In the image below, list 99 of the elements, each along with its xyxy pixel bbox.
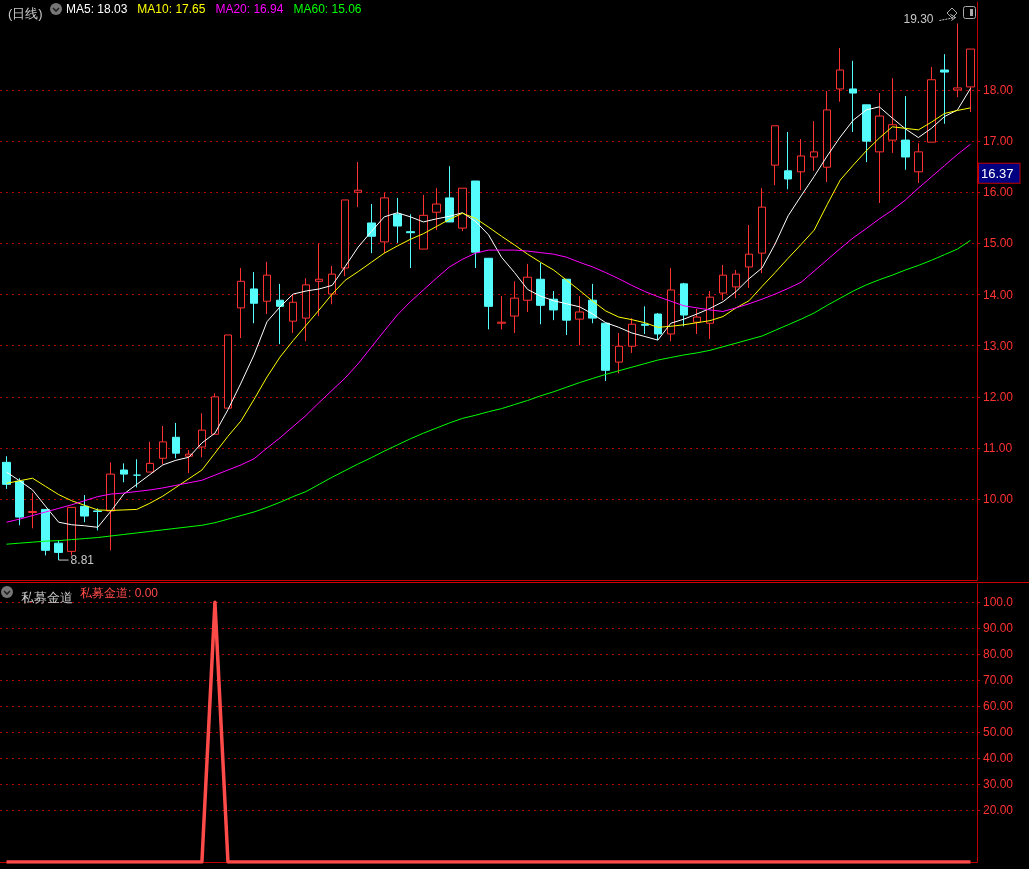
candlestick bbox=[888, 77, 897, 154]
candlestick bbox=[940, 53, 949, 125]
candlestick bbox=[237, 267, 245, 339]
candlestick bbox=[562, 278, 571, 336]
candlestick bbox=[836, 47, 844, 103]
y-tick-label: 17.00 bbox=[983, 134, 1014, 149]
candlestick bbox=[341, 199, 349, 277]
candlestick bbox=[927, 66, 936, 143]
candlestick bbox=[146, 441, 154, 473]
text: 私募金道 bbox=[21, 590, 73, 605]
text: 16.37 bbox=[981, 165, 1014, 181]
candlestick bbox=[667, 267, 675, 342]
candlestick bbox=[250, 271, 258, 324]
candlestick bbox=[120, 462, 128, 483]
candlestick bbox=[393, 197, 402, 244]
y-tick-label: 14.00 bbox=[983, 287, 1014, 302]
text: 私募金道: 0.00 bbox=[80, 586, 159, 600]
candlestick bbox=[211, 392, 219, 435]
candlestick bbox=[354, 161, 362, 208]
text: MA10: 17.65 bbox=[137, 2, 206, 16]
annotation: 8.81 bbox=[70, 553, 95, 568]
candlestick bbox=[67, 506, 76, 556]
candlestick bbox=[797, 138, 805, 191]
candlestick bbox=[15, 477, 24, 526]
candlestick bbox=[849, 60, 857, 133]
y-tick-label: 50.00 bbox=[983, 725, 1014, 740]
y-tick-label: 12.00 bbox=[983, 389, 1014, 404]
y-tick-label: 100.0 bbox=[983, 595, 1014, 610]
candlestick bbox=[575, 295, 584, 346]
y-tick-label: 60.00 bbox=[983, 699, 1014, 714]
candlestick bbox=[302, 277, 310, 342]
y-tick-label: 18.00 bbox=[983, 82, 1014, 97]
candlestick bbox=[106, 461, 115, 551]
candlestick bbox=[693, 308, 701, 335]
candlestick bbox=[680, 282, 688, 327]
candlestick bbox=[601, 322, 610, 382]
candlestick bbox=[901, 95, 910, 171]
text: MA60: 15.06 bbox=[293, 2, 362, 16]
candlestick bbox=[654, 312, 662, 341]
candlestick bbox=[289, 293, 297, 334]
y-tick-label: 15.00 bbox=[983, 236, 1014, 251]
candlestick bbox=[276, 283, 284, 345]
y-tick-label: 16.00 bbox=[983, 185, 1014, 200]
candlestick bbox=[406, 213, 415, 269]
candlestick bbox=[54, 539, 63, 561]
candlestick bbox=[80, 494, 89, 523]
candlestick bbox=[497, 295, 506, 330]
line-series bbox=[6, 239, 971, 545]
candlestick bbox=[432, 187, 441, 231]
candlestick bbox=[2, 455, 11, 490]
annotation: 19.30 bbox=[903, 12, 934, 27]
candlestick bbox=[484, 257, 493, 330]
candlestick bbox=[445, 165, 454, 223]
candlestick bbox=[628, 317, 636, 354]
candlestick bbox=[875, 92, 884, 204]
candlestick bbox=[41, 508, 50, 556]
candlestick bbox=[771, 125, 779, 186]
y-tick-label: 30.00 bbox=[983, 777, 1014, 792]
candlestick bbox=[93, 507, 102, 531]
y-tick-label: 40.00 bbox=[983, 751, 1014, 766]
candlestick bbox=[28, 492, 37, 529]
candlestick bbox=[133, 458, 141, 488]
candlestick bbox=[419, 194, 428, 250]
candlestick bbox=[641, 305, 649, 335]
candlestick bbox=[198, 412, 206, 458]
candlestick bbox=[315, 242, 323, 317]
candlestick bbox=[263, 261, 271, 315]
text: MA5: 18.03 bbox=[66, 2, 128, 16]
candlestick bbox=[953, 22, 962, 98]
candlestick bbox=[615, 332, 623, 374]
candlestick bbox=[862, 104, 871, 163]
candlestick bbox=[471, 180, 480, 269]
y-tick-label: 20.00 bbox=[983, 803, 1014, 818]
candlestick bbox=[719, 264, 727, 301]
candlestick bbox=[172, 422, 180, 459]
y-tick-label: 13.00 bbox=[983, 338, 1014, 353]
candlestick bbox=[914, 142, 923, 184]
candlestick bbox=[784, 131, 792, 190]
candlestick bbox=[458, 187, 467, 232]
candlestick bbox=[732, 269, 740, 299]
candlestick bbox=[159, 425, 167, 465]
y-tick-label: 10.00 bbox=[983, 492, 1014, 507]
candlestick bbox=[536, 262, 545, 325]
candlestick bbox=[745, 224, 753, 289]
chart-title: (日线) bbox=[8, 6, 43, 21]
candlestick bbox=[380, 192, 389, 254]
candlestick bbox=[810, 120, 818, 172]
y-tick-label: 70.00 bbox=[983, 673, 1014, 688]
candlestick bbox=[523, 263, 532, 313]
candlestick bbox=[224, 334, 232, 409]
candlestick bbox=[823, 90, 831, 183]
y-tick-label: 90.00 bbox=[983, 621, 1014, 636]
candlestick bbox=[510, 280, 519, 334]
y-tick-label: 80.00 bbox=[983, 647, 1014, 662]
candlestick bbox=[966, 48, 975, 113]
candlestick bbox=[758, 187, 766, 274]
text: MA20: 16.94 bbox=[215, 2, 284, 16]
candlestick bbox=[185, 449, 193, 474]
y-tick-label: 11.00 bbox=[983, 441, 1013, 456]
